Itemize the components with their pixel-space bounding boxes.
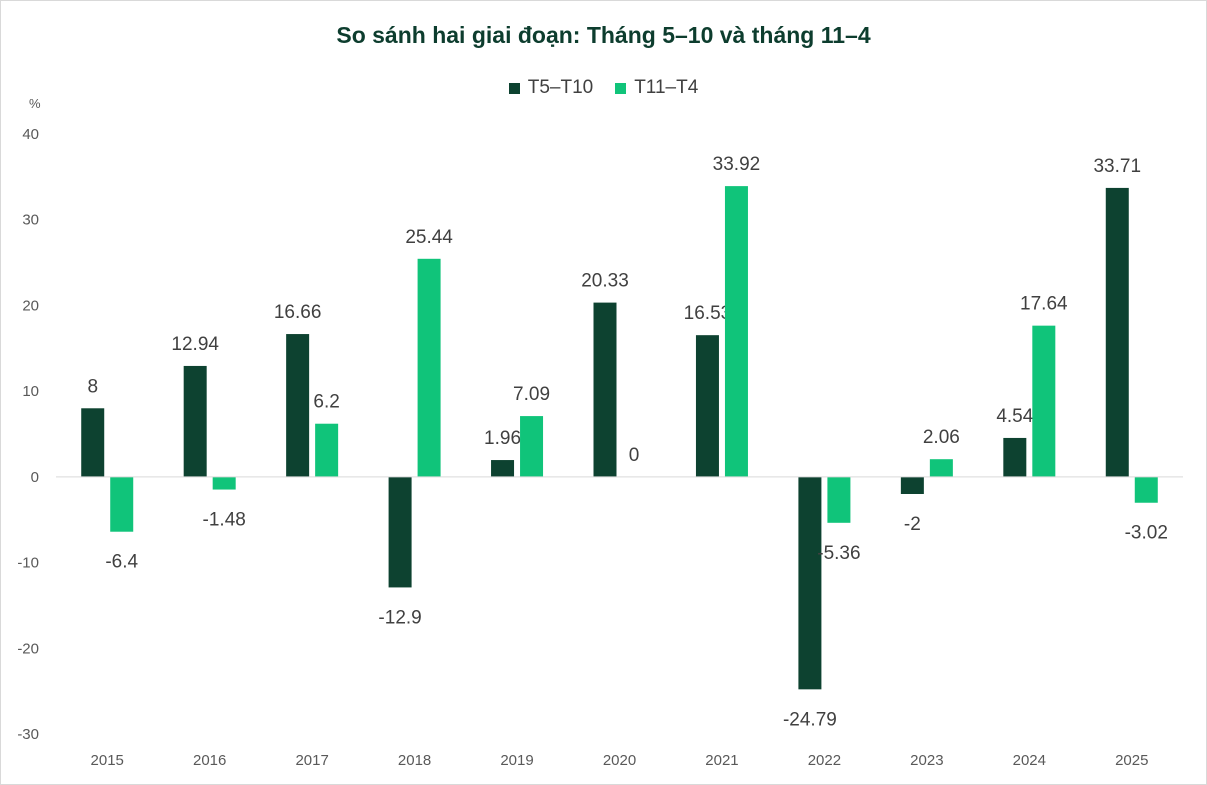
legend-label-series-1: T5–T10	[527, 77, 594, 98]
bar-2018-series-2	[417, 258, 441, 477]
data-label-2023-series-2: 2.06	[923, 427, 960, 448]
legend-item-series-1: T5–T10	[508, 77, 594, 99]
y-tick-label: -30	[17, 726, 39, 743]
chart-title: So sánh hai giai đoạn: Tháng 5–10 và thá…	[336, 22, 871, 48]
bar-2019-series-1	[491, 460, 515, 477]
x-tick-label-2019: 2019	[500, 752, 533, 769]
x-tick-label-2021: 2021	[705, 752, 738, 769]
data-label-2018-series-1: -12.9	[378, 607, 421, 628]
legend-item-series-2: T11–T4	[615, 77, 698, 99]
bar-2020-series-1	[593, 302, 617, 477]
data-label-2017-series-2: 6.2	[313, 392, 339, 413]
bar-2024-series-1	[1003, 437, 1027, 477]
x-tick-label-2016: 2016	[193, 752, 226, 769]
data-label-2025-series-1: 33.71	[1093, 156, 1141, 177]
bar-2015-series-1	[81, 408, 105, 477]
y-tick-label: -20	[17, 640, 39, 657]
y-tick-label: 0	[31, 469, 39, 486]
y-tick-label: 10	[22, 383, 39, 400]
y-tick-label: 20	[22, 297, 39, 314]
bar-2024-series-2	[1032, 325, 1056, 477]
y-tick-label: 40	[22, 126, 39, 143]
data-label-2016-series-2: -1.48	[203, 510, 246, 531]
y-tick-label: -10	[17, 555, 39, 572]
data-label-2020-series-1: 20.33	[581, 271, 629, 292]
legend-label-series-2: T11–T4	[634, 77, 699, 98]
data-label-2020-series-2: 0	[629, 445, 640, 466]
bar-2022-series-2	[827, 476, 851, 523]
x-tick-label-2022: 2022	[808, 752, 841, 769]
x-tick-label-2023: 2023	[910, 752, 943, 769]
bar-2023-series-1	[900, 476, 924, 494]
legend-swatch-series-1	[508, 82, 520, 94]
bar-2018-series-1	[388, 476, 412, 588]
data-label-2021-series-1: 16.53	[684, 303, 732, 324]
data-label-2015-series-1: 8	[87, 376, 98, 397]
data-label-2022-series-1: -24.79	[783, 709, 837, 730]
data-label-2018-series-2: 25.44	[405, 227, 453, 248]
data-label-2017-series-1: 16.66	[274, 302, 322, 323]
bar-2017-series-2	[315, 423, 339, 477]
bar-2019-series-2	[520, 416, 544, 477]
bar-2023-series-2	[929, 459, 953, 477]
bar-2025-series-2	[1134, 476, 1158, 503]
legend-swatch-series-2	[615, 82, 627, 94]
bar-2021-series-1	[695, 335, 719, 477]
chart-legend: T5–T10 T11–T4	[0, 77, 1207, 99]
data-label-2022-series-2: -5.36	[817, 543, 860, 564]
bar-2022-series-1	[798, 476, 822, 690]
data-label-2024-series-1: 4.54	[996, 406, 1033, 427]
x-tick-label-2025: 2025	[1115, 752, 1148, 769]
x-tick-label-2017: 2017	[295, 752, 328, 769]
x-tick-label-2024: 2024	[1013, 752, 1046, 769]
bar-2021-series-2	[724, 186, 748, 477]
data-label-2024-series-2: 17.64	[1020, 294, 1068, 315]
data-label-2019-series-2: 7.09	[513, 384, 550, 405]
bar-2015-series-2	[110, 476, 134, 532]
bar-2025-series-1	[1105, 187, 1129, 477]
x-tick-label-2015: 2015	[91, 752, 124, 769]
data-label-2016-series-1: 12.94	[171, 334, 219, 355]
x-tick-label-2020: 2020	[603, 752, 636, 769]
x-tick-label-2018: 2018	[398, 752, 431, 769]
data-label-2023-series-1: -2	[904, 514, 921, 535]
y-tick-label: 30	[22, 212, 39, 229]
bar-2016-series-1	[183, 365, 207, 477]
data-label-2015-series-2: -6.4	[105, 552, 138, 573]
bar-2016-series-2	[212, 476, 236, 490]
data-label-2019-series-1: 1.96	[484, 428, 521, 449]
y-axis-unit-label: %	[29, 96, 41, 111]
data-label-2025-series-2: -3.02	[1125, 523, 1168, 544]
data-label-2021-series-2: 33.92	[713, 154, 761, 175]
bar-2017-series-1	[286, 334, 310, 477]
